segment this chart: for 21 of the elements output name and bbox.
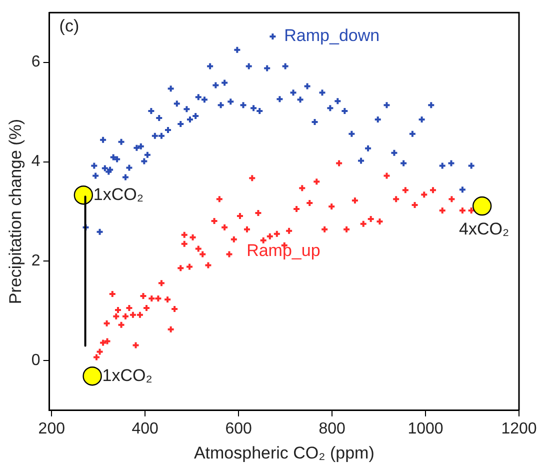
annotation: 4xCO₂ [459,220,510,239]
x-tick-label: 1000 [408,420,444,438]
x-tick-label: 600 [225,420,252,438]
y-tick-label: 2 [31,252,40,270]
y-tick-label: 6 [31,54,40,71]
y-axis-title: Precipitation change (%) [6,118,25,304]
annotation: 1xCO₂ [102,366,152,385]
series-label: Ramp_up [246,240,320,260]
annotation: 1xCO₂ [93,184,144,204]
x-tick-label: 200 [38,420,66,438]
annotation: (c) [59,16,80,36]
point [74,185,94,205]
x-tick-label: 1200 [501,420,537,438]
point [472,196,492,216]
x-tick-label: 800 [318,420,346,438]
point [82,366,102,386]
series-label: Ramp_down [284,26,380,46]
x-axis-title: Atmospheric CO₂ (ppm) [194,443,374,462]
y-tick-label: 0 [31,352,40,370]
x-tick-label: 400 [132,420,159,438]
y-tick-label: 4 [31,153,40,170]
